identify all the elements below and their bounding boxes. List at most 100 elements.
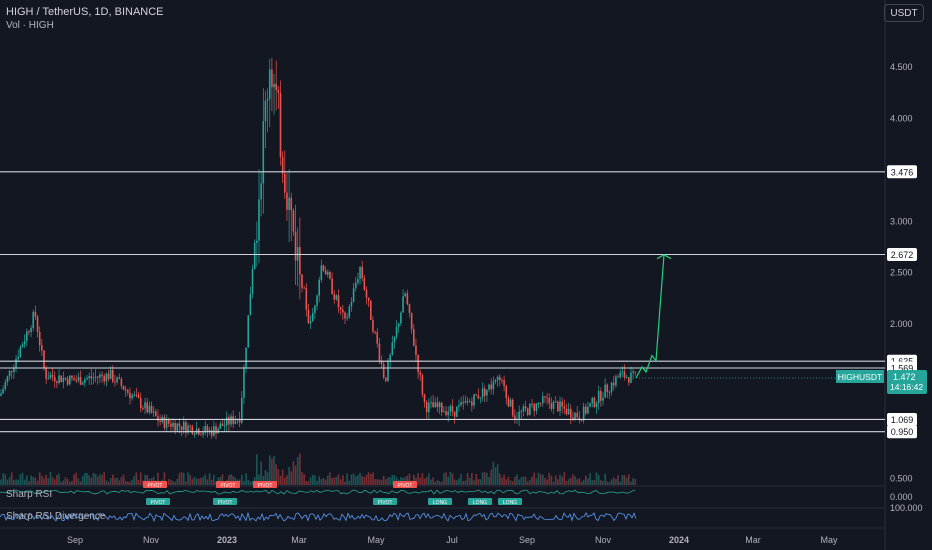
volume-bar — [249, 481, 252, 485]
candle-body — [191, 426, 194, 435]
volume-bar — [142, 480, 144, 485]
level-price-label: 1.069 — [891, 415, 914, 425]
candle-body — [546, 397, 548, 399]
signal-tag — [216, 481, 240, 488]
currency-button[interactable]: USDT — [884, 4, 924, 22]
candle-body — [260, 183, 262, 200]
x-tick-label: May — [820, 535, 838, 545]
candle-body — [53, 376, 56, 382]
volume-bar — [514, 476, 516, 485]
candle-body — [535, 403, 538, 411]
candle-body — [127, 390, 129, 393]
volume-bar — [62, 480, 65, 485]
volume-bar — [49, 472, 52, 485]
candle-body — [533, 404, 535, 411]
volume-bar — [634, 478, 637, 485]
candle-body — [574, 412, 576, 420]
candle-body — [129, 392, 131, 399]
candle-body — [148, 405, 151, 413]
volume-bar — [432, 477, 434, 485]
candle-body — [8, 370, 11, 377]
x-tick-label: Nov — [143, 535, 160, 545]
candle-body — [434, 402, 437, 408]
level-price-label: 0.950 — [891, 427, 914, 437]
candle-body — [589, 403, 591, 407]
candle-body — [225, 417, 228, 426]
volume-bar — [58, 473, 60, 485]
candle-body — [443, 411, 445, 413]
volume-bar — [417, 473, 419, 485]
volume-bar — [258, 474, 260, 485]
candle-body — [501, 379, 503, 381]
candle-body — [30, 328, 32, 333]
candle-body — [208, 430, 211, 432]
candle-body — [114, 381, 116, 383]
volume-bar — [118, 480, 121, 485]
volume-bar — [152, 476, 155, 485]
volume-bar — [301, 472, 303, 485]
candle-body — [417, 354, 419, 373]
candle-body — [21, 344, 24, 348]
candle-body — [228, 417, 230, 425]
volume-bar — [294, 465, 297, 485]
candle-body — [374, 331, 376, 333]
volume-bar — [617, 475, 619, 485]
candle-body — [542, 396, 544, 404]
candle-body — [576, 412, 578, 418]
candle-body — [81, 382, 84, 385]
volume-bar — [597, 475, 600, 485]
volume-bar — [290, 471, 293, 485]
candle-body — [86, 378, 88, 380]
volume-bar — [339, 479, 342, 485]
candle-body — [28, 331, 30, 333]
volume-bar — [322, 478, 325, 485]
volume-bar — [307, 480, 310, 485]
volume-bar — [305, 481, 308, 485]
candle-body — [305, 288, 308, 310]
candle-body — [245, 347, 247, 368]
volume-bar — [423, 478, 426, 485]
candle-body — [567, 408, 570, 415]
candle-body — [217, 428, 219, 434]
volume-bar — [604, 473, 606, 485]
candle-body — [174, 423, 176, 431]
candle-body — [468, 401, 471, 403]
volume-bar — [264, 470, 267, 485]
volume-bar — [363, 477, 366, 485]
candle-body — [436, 402, 439, 408]
volume-bar — [569, 477, 572, 485]
candle-body — [623, 371, 626, 378]
signal-tag-label: PIVOT — [397, 483, 412, 489]
level-price-label: 3.476 — [891, 167, 914, 177]
volume-bar — [71, 480, 73, 485]
volume-bar — [245, 473, 247, 485]
volume-bar — [466, 473, 469, 485]
candle-body — [376, 332, 379, 344]
volume-bar — [589, 473, 591, 485]
candle-body — [58, 375, 60, 384]
candle-body — [402, 296, 404, 313]
candle-body — [593, 397, 596, 407]
candle-body — [518, 411, 520, 419]
candle-body — [275, 83, 277, 90]
volume-bar — [462, 481, 465, 485]
candle-body — [157, 416, 159, 422]
candle-body — [385, 377, 387, 381]
signal-tag-label: PIVOT — [147, 483, 162, 489]
volume-bar — [15, 479, 17, 485]
volume-bar — [352, 473, 355, 485]
volume-bar — [522, 476, 525, 485]
candle-body — [503, 380, 505, 387]
volume-bar — [260, 461, 262, 485]
candle-body — [539, 403, 542, 405]
candle-body — [299, 247, 301, 275]
candle-body — [509, 399, 512, 407]
candle-body — [531, 403, 533, 405]
volume-bar — [400, 476, 402, 485]
candle-body — [262, 121, 265, 184]
candle-body — [247, 315, 250, 348]
volume-bar — [520, 477, 523, 485]
candle-body — [223, 425, 226, 427]
volume-bar — [565, 480, 568, 485]
